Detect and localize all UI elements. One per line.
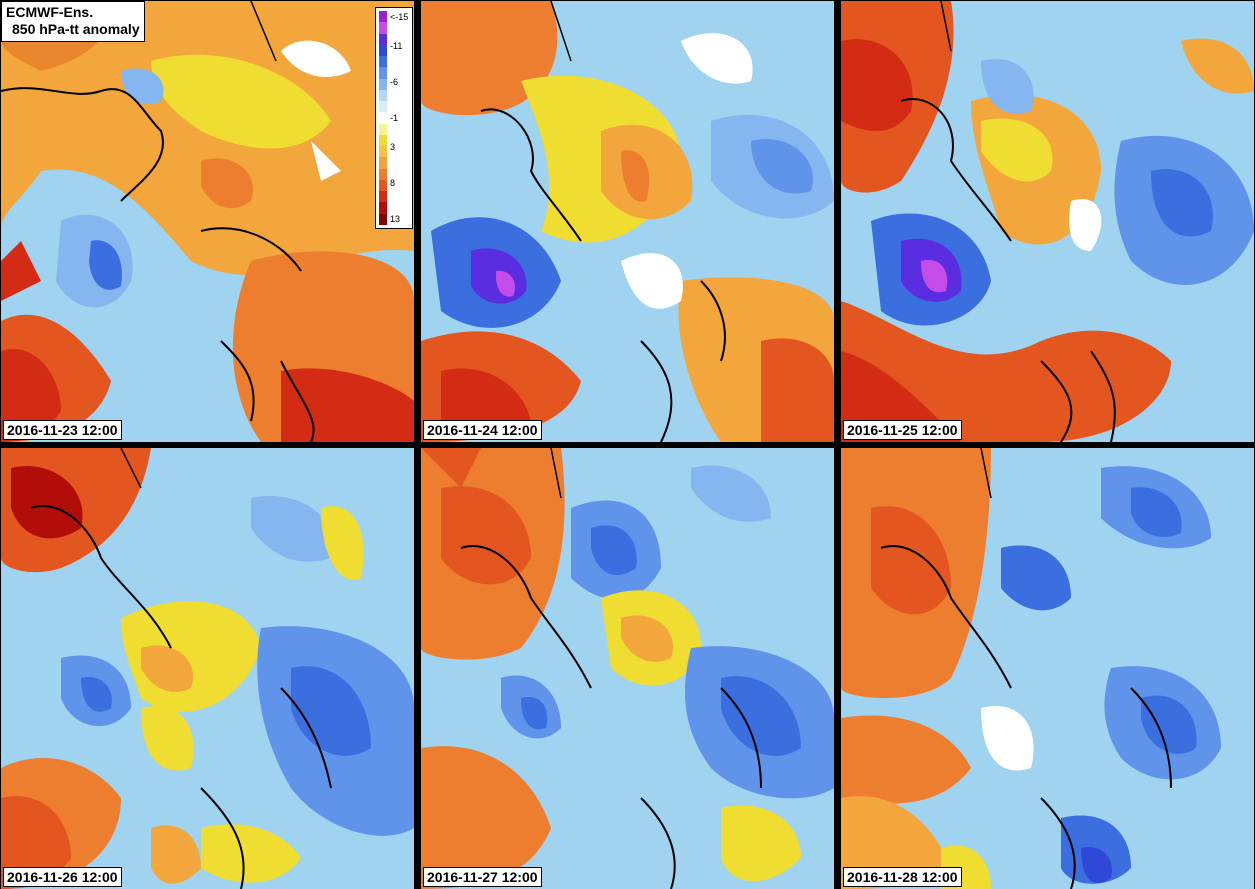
legend-color-step	[379, 191, 387, 203]
anomaly-field	[1, 1, 414, 442]
color-legend: <-15 -11 -6 -1 3 8 13	[375, 7, 413, 229]
legend-tick-label: -6	[390, 76, 399, 87]
map-panel-4: 2016-11-26 12:00	[1, 448, 414, 889]
legend-color-step	[379, 168, 387, 180]
legend-color-step	[379, 202, 387, 214]
legend-tick-label: 13	[390, 214, 401, 224]
anomaly-field	[421, 1, 834, 442]
legend-color-step	[379, 213, 387, 225]
map-panel-6: 2016-11-28 12:00	[841, 448, 1254, 889]
anomaly-field	[841, 1, 1254, 442]
legend-tick-label: 3	[390, 141, 396, 152]
map-panel-5: 2016-11-27 12:00	[421, 448, 834, 889]
legend-color-step	[379, 89, 387, 101]
chart-title: ECMWF-Ens. 850 hPa-tt anomaly	[1, 1, 145, 42]
legend-color-step	[379, 67, 387, 79]
map-panel-1: ECMWF-Ens. 850 hPa-tt anomaly <-15 -11 -6 -…	[1, 1, 414, 442]
panel-date: 2016-11-23 12:00	[3, 420, 122, 440]
legend-tick-label: -1	[390, 113, 399, 123]
anomaly-field	[1, 448, 414, 889]
map-panel-3: 2016-11-25 12:00	[841, 1, 1254, 442]
map-panel-2: 2016-11-24 12:00	[421, 1, 834, 442]
legend-color-step	[379, 157, 387, 169]
field-name: 850 hPa-tt anomaly	[12, 21, 140, 37]
anomaly-field	[421, 448, 834, 889]
panel-date: 2016-11-26 12:00	[3, 867, 122, 887]
legend-color-step	[379, 11, 387, 23]
legend-color-step	[379, 78, 387, 90]
legend-tick-label: 8	[390, 177, 396, 188]
panel-date: 2016-11-28 12:00	[843, 867, 962, 887]
legend-color-step	[379, 179, 387, 191]
legend-color-step	[379, 44, 387, 56]
legend-tick-label: -11	[390, 40, 403, 51]
legend-color-step	[379, 22, 387, 34]
panel-date: 2016-11-27 12:00	[423, 867, 542, 887]
legend-color-step	[379, 101, 387, 113]
model-name: ECMWF-Ens.	[6, 4, 94, 20]
legend-color-step	[379, 56, 387, 68]
anomaly-field	[841, 448, 1254, 889]
legend-color-bar	[379, 11, 387, 225]
panel-date: 2016-11-24 12:00	[423, 420, 542, 440]
legend-color-step	[379, 134, 387, 146]
legend-color-step	[379, 146, 387, 158]
legend-color-step	[379, 112, 387, 124]
legend-color-step	[379, 33, 387, 45]
legend-color-step	[379, 123, 387, 135]
legend-tick-label: <-15	[390, 12, 409, 22]
panel-date: 2016-11-25 12:00	[843, 420, 962, 440]
